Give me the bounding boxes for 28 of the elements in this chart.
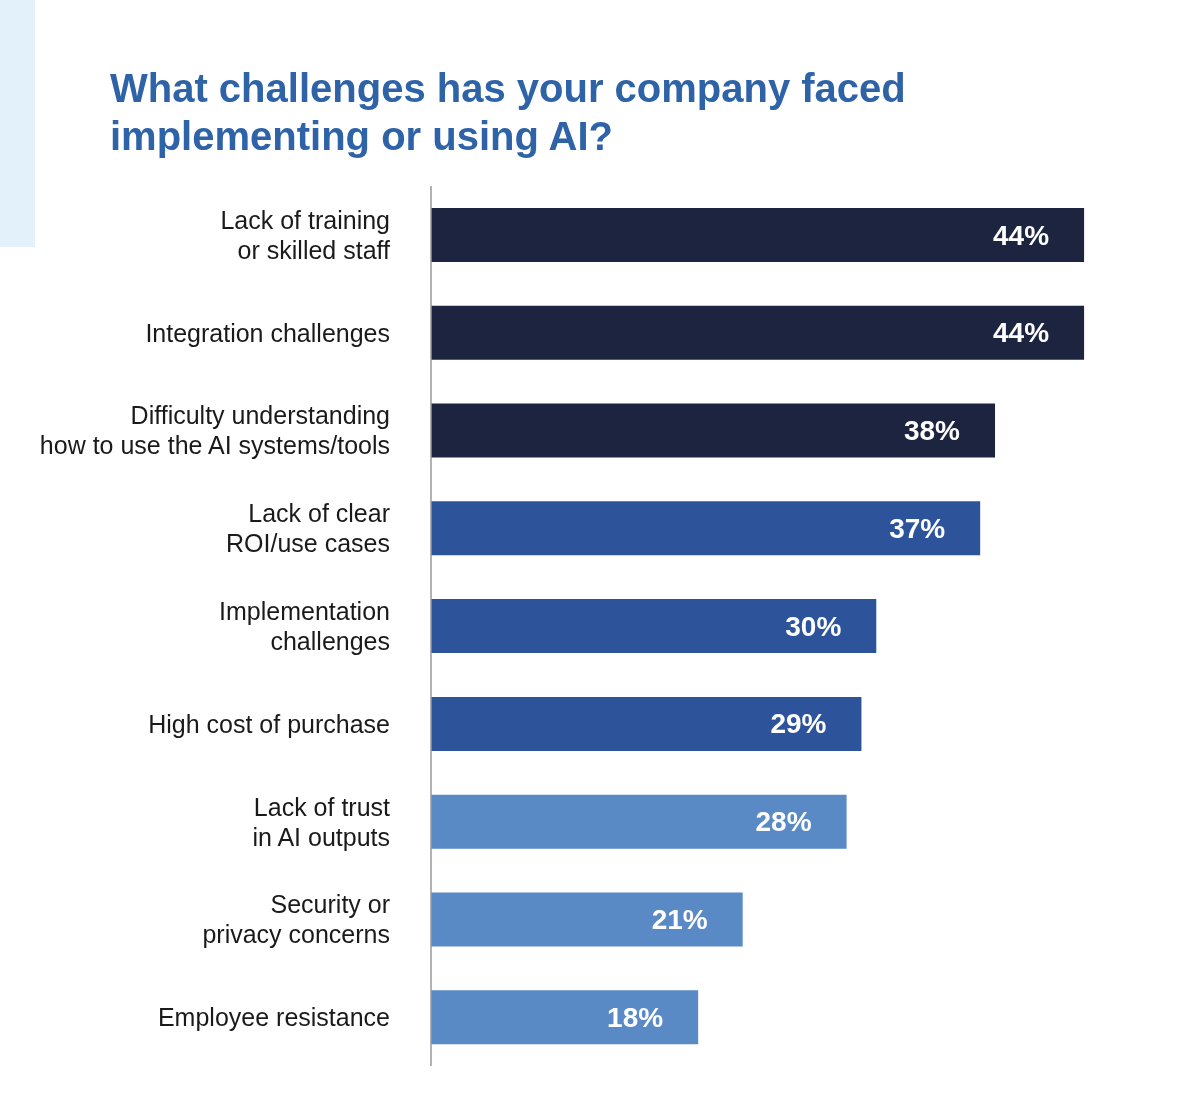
- y-tick-label: Employee resistance: [157, 1003, 390, 1032]
- data-label: 18%: [607, 1001, 664, 1033]
- data-label: 44%: [993, 317, 1050, 349]
- chart-title: What challenges has your company faced implementing or using AI?: [110, 65, 906, 160]
- y-tick-label: Difficulty understanding how to use the AI systems/tools: [39, 401, 390, 460]
- data-label: 30%: [785, 610, 842, 642]
- data-label: 28%: [755, 806, 812, 838]
- y-tick-label: Lack of trust in AI outputs: [252, 792, 391, 851]
- data-label: 44%: [993, 219, 1050, 251]
- bar: [431, 208, 1085, 262]
- data-label: 37%: [889, 512, 946, 544]
- bar: [431, 403, 996, 458]
- y-tick-label: Security or privacy concerns: [202, 890, 390, 949]
- data-label: 38%: [903, 415, 961, 447]
- bar: [431, 501, 981, 556]
- y-tick-label: Integration challenges: [145, 318, 390, 347]
- y-tick-label: Lack of clear ROI/use cases: [226, 499, 390, 558]
- y-tick-label: Lack of training or skilled staff: [220, 205, 391, 264]
- bar: [431, 305, 1085, 360]
- data-label: 29%: [770, 708, 827, 740]
- data-label: 21%: [651, 903, 708, 935]
- bar: [431, 892, 743, 947]
- bar: [431, 990, 699, 1045]
- y-tick-label: High cost of purchase: [148, 709, 390, 738]
- bar: [431, 794, 847, 849]
- bar: [431, 696, 862, 751]
- y-tick-label: Implementation challenges: [219, 597, 390, 655]
- bar: [431, 599, 877, 654]
